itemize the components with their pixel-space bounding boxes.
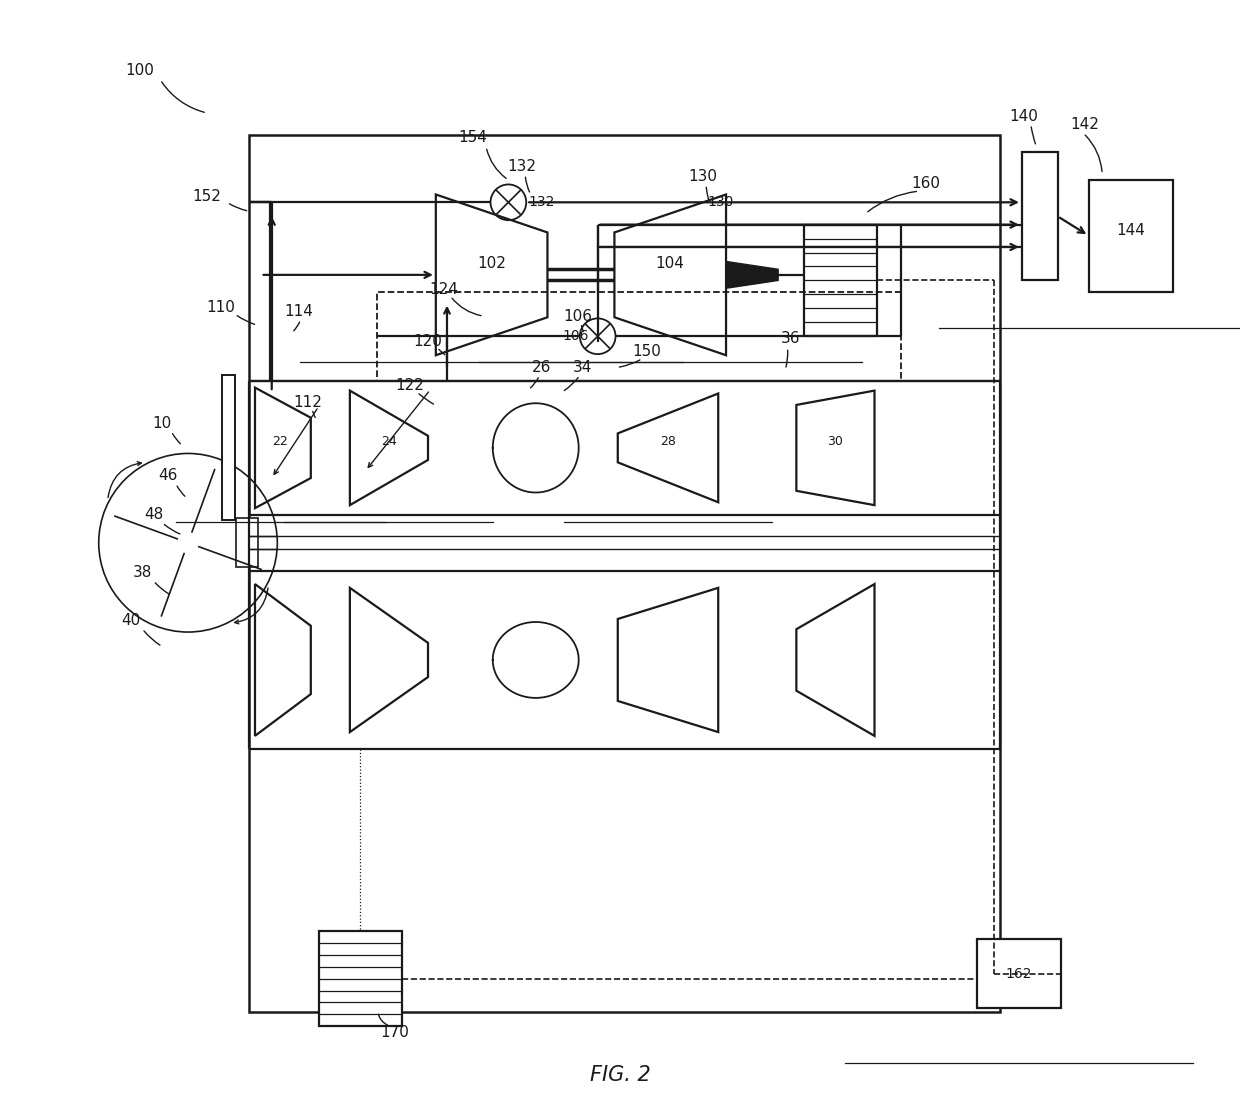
Text: 160: 160 (911, 176, 940, 191)
Polygon shape (350, 391, 428, 505)
Text: 24: 24 (381, 434, 397, 448)
Polygon shape (255, 387, 311, 508)
Polygon shape (727, 262, 779, 289)
Text: 142: 142 (1070, 116, 1099, 132)
Text: 106: 106 (563, 309, 591, 323)
Text: 10: 10 (153, 416, 172, 431)
Text: 140: 140 (1009, 109, 1039, 124)
Bar (236, 518, 258, 567)
Bar (377, 292, 901, 380)
Text: 40: 40 (122, 613, 140, 629)
Polygon shape (435, 195, 547, 355)
Bar (249, 135, 999, 1012)
Text: 26: 26 (532, 360, 552, 375)
Text: 106: 106 (562, 329, 589, 344)
Polygon shape (796, 391, 874, 505)
Bar (977, 939, 1061, 1008)
Text: FIG. 2: FIG. 2 (590, 1065, 650, 1085)
Text: 114: 114 (284, 304, 312, 319)
Text: 122: 122 (396, 378, 424, 393)
Polygon shape (614, 195, 727, 355)
Text: 120: 120 (414, 335, 443, 349)
Text: 124: 124 (429, 282, 458, 297)
Text: 28: 28 (660, 434, 676, 448)
Text: 152: 152 (192, 189, 222, 205)
Text: 154: 154 (459, 130, 487, 145)
Text: 36: 36 (781, 331, 801, 346)
Text: 38: 38 (133, 565, 153, 581)
Polygon shape (618, 394, 718, 502)
Text: 34: 34 (573, 360, 591, 375)
Text: 100: 100 (125, 63, 155, 78)
Text: 144: 144 (1116, 223, 1145, 237)
Text: 104: 104 (656, 256, 684, 271)
Text: 150: 150 (632, 345, 661, 359)
Bar (319, 931, 402, 1026)
Bar (805, 225, 877, 336)
Text: 132: 132 (507, 159, 536, 175)
Text: 170: 170 (381, 1025, 409, 1041)
Text: 112: 112 (293, 395, 322, 410)
Text: 132: 132 (528, 196, 556, 209)
Polygon shape (255, 584, 311, 736)
Polygon shape (618, 587, 718, 732)
Polygon shape (796, 584, 874, 736)
Text: 30: 30 (827, 434, 843, 448)
Text: 110: 110 (206, 300, 234, 314)
Text: 162: 162 (1006, 967, 1032, 980)
Polygon shape (350, 587, 428, 732)
Text: 48: 48 (144, 507, 162, 523)
Text: 102: 102 (477, 256, 506, 271)
Text: 22: 22 (273, 434, 288, 448)
Bar (222, 375, 234, 520)
Bar (1022, 152, 1058, 281)
Text: 130: 130 (688, 169, 717, 185)
Text: 130: 130 (707, 196, 734, 209)
Bar (1089, 180, 1173, 292)
Text: 46: 46 (159, 468, 177, 483)
